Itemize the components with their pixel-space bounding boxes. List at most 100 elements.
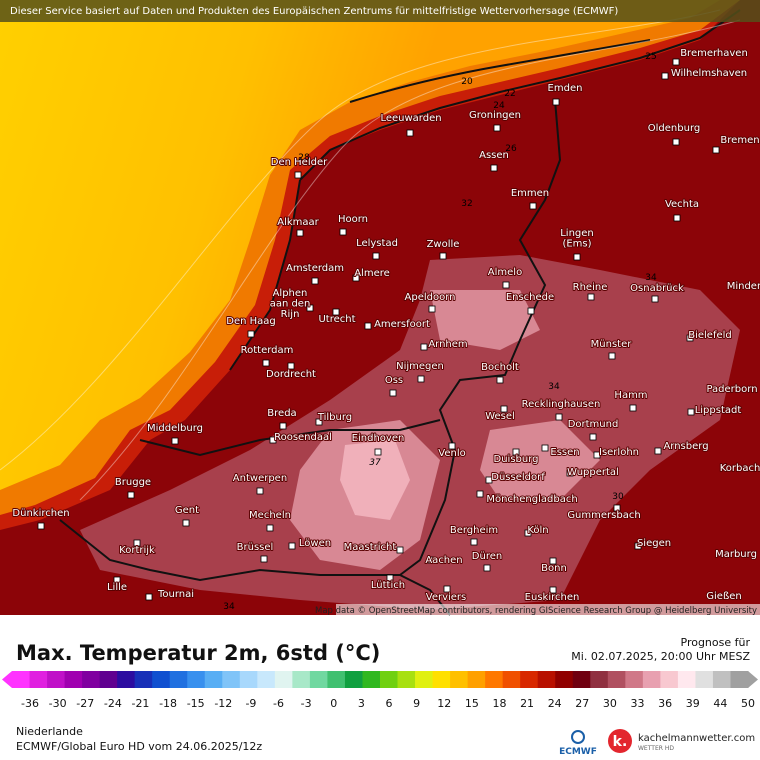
city-marker xyxy=(566,469,574,477)
city-label: Bocholt xyxy=(481,362,519,373)
colorbar-tick-label: 33 xyxy=(631,697,645,710)
city-marker xyxy=(672,138,680,146)
city-marker xyxy=(524,529,532,537)
city-label: Paderborn xyxy=(706,384,757,395)
colorbar-tick-label: -27 xyxy=(76,697,94,710)
city-label: Groningen xyxy=(469,110,521,121)
borders xyxy=(59,9,741,616)
colorbar-segment xyxy=(572,671,591,688)
colorbar-segment xyxy=(29,671,48,688)
colorbar-segment xyxy=(730,671,749,688)
city-marker xyxy=(443,585,451,593)
city-label: Alkmaar xyxy=(277,217,319,228)
colorbar-segment xyxy=(537,671,556,688)
city-marker xyxy=(496,376,504,384)
city-label: Emmen xyxy=(511,188,549,199)
city-label: Osnabrück xyxy=(630,283,684,294)
colorbar-segment xyxy=(607,671,626,688)
city-marker xyxy=(629,404,637,412)
city-marker xyxy=(417,375,425,383)
city-marker xyxy=(470,538,478,546)
city-marker xyxy=(529,202,537,210)
city-marker xyxy=(262,359,270,367)
city-marker xyxy=(500,405,508,413)
city-marker xyxy=(502,281,510,289)
colorbar-tick-label: 24 xyxy=(548,697,562,710)
city-marker xyxy=(288,542,296,550)
colorbar-tick-label: -18 xyxy=(159,697,177,710)
city-marker xyxy=(439,252,447,260)
sea xyxy=(0,0,720,490)
colorbar-segment xyxy=(362,671,381,688)
colorbar-tick-label: 30 xyxy=(603,697,617,710)
city-marker xyxy=(549,557,557,565)
city-label: Utrecht xyxy=(318,314,355,325)
ecmwf-logo: ECMWF xyxy=(559,747,597,757)
colorbar-segment xyxy=(152,671,171,688)
city-label: Iserlohn xyxy=(599,447,639,458)
city-label: Leeuwarden xyxy=(380,113,441,124)
colorbar-tick-label: 0 xyxy=(330,697,337,710)
city-marker xyxy=(364,322,372,330)
map xyxy=(0,0,760,616)
city-marker xyxy=(294,171,302,179)
city-label: Hamm xyxy=(614,390,647,401)
city-marker xyxy=(145,593,153,601)
city-label: Antwerpen xyxy=(233,473,287,484)
contour-label: 22 xyxy=(504,89,515,99)
colorbar-segment xyxy=(204,671,223,688)
colorbar-segment xyxy=(625,671,644,688)
colorbar-segment xyxy=(677,671,696,688)
city-marker xyxy=(490,164,498,172)
city-marker xyxy=(587,293,595,301)
city-label: Bremerhaven xyxy=(680,48,748,59)
city-label: Bielefeld xyxy=(688,330,732,341)
city-marker xyxy=(634,542,642,550)
city-marker xyxy=(406,129,414,137)
city-marker xyxy=(593,451,601,459)
city-marker xyxy=(654,447,662,455)
colorbar-segment xyxy=(432,671,451,688)
banner-bg xyxy=(0,0,760,22)
colorbar-segment xyxy=(134,671,153,688)
colorbar-tick-label: 12 xyxy=(437,697,451,710)
colorbar-tick-label: -36 xyxy=(21,697,39,710)
city-label: Enschede xyxy=(506,292,554,303)
contour-label: 28 xyxy=(298,153,310,163)
city-label: Almere xyxy=(354,268,390,279)
colorbar-segment xyxy=(117,671,136,688)
contour-label: 37 xyxy=(369,458,381,468)
colorbar-tick-label: -3 xyxy=(301,697,312,710)
city-marker xyxy=(279,422,287,430)
city-label: Kortrijk xyxy=(119,545,155,556)
title: Max. Temperatur 2m, 6std (°C) xyxy=(16,641,380,665)
city-label: Oldenburg xyxy=(648,123,700,134)
city-label: Marburg xyxy=(715,549,757,560)
city-label: Apeldoorn xyxy=(405,292,456,303)
city-marker xyxy=(476,490,484,498)
city-label: Amersfoort xyxy=(374,319,430,330)
city-label: Venlo xyxy=(438,448,465,459)
city-label: Rheine xyxy=(573,282,608,293)
city-label: Vechta xyxy=(665,199,699,210)
contour-label: 24 xyxy=(493,101,505,111)
city-label: Hoorn xyxy=(338,214,368,225)
colorbar-segment xyxy=(257,671,276,688)
city-label: Wuppertal xyxy=(567,467,619,478)
colorbar-segment xyxy=(502,671,521,688)
colorbar-segment xyxy=(327,671,346,688)
city-label: Lille xyxy=(107,582,127,593)
city-label: Almelo xyxy=(488,267,522,278)
attribution: Map data © OpenStreetMap contributors, r… xyxy=(315,606,757,616)
colorbar-segment xyxy=(380,671,398,688)
city-label: Lüttich xyxy=(371,580,405,591)
brand: kachelmannwetter.com xyxy=(638,733,755,744)
city-marker xyxy=(256,487,264,495)
colorbar-tick-label: 3 xyxy=(358,697,365,710)
city-label: Emden xyxy=(548,83,583,94)
city-marker xyxy=(651,295,659,303)
city-label: aan den xyxy=(270,299,311,310)
colorbar-tick-label: -21 xyxy=(131,697,149,710)
city-marker xyxy=(448,442,456,450)
city-label: Lelystad xyxy=(356,238,398,249)
